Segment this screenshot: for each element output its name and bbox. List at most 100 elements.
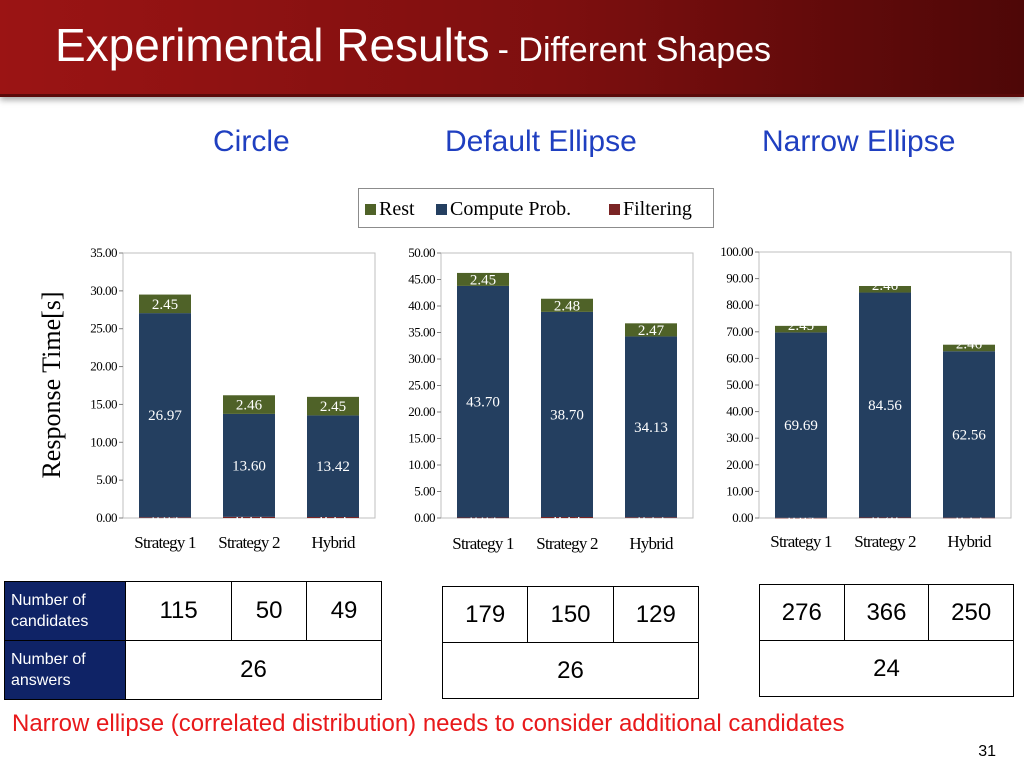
- narrow-ellipse-y-tick-label: 100.00: [720, 244, 753, 259]
- narrow-ellipse-y-tick-label: 30.00: [726, 430, 753, 445]
- narrow-ellipse-y-tick-label: 90.00: [726, 271, 753, 286]
- conclusion-note: Narrow ellipse (correlated distribution)…: [12, 710, 845, 737]
- narrow-ellipse-bar-compute-prob: [943, 351, 995, 518]
- narrow-ellipse-bar-compute-prob: [859, 292, 911, 518]
- title-bar: Experimental Results - Different Shapes: [0, 0, 1024, 97]
- circle-y-tick-label: 25.00: [90, 321, 117, 336]
- narrow-ellipse-category-label: Strategy 2: [854, 532, 916, 551]
- circle-y-tick-label: 15.00: [90, 396, 117, 411]
- circle-data-label-compute-prob: 13.60: [232, 458, 266, 474]
- narrow-ellipse-data-label-rest: 2.46: [956, 337, 983, 353]
- circle-candidates-strategy1: 115: [124, 581, 233, 641]
- default-ellipse-bar-rest: [625, 323, 677, 337]
- default-ellipse-data-label-compute-prob: 38.70: [550, 407, 584, 423]
- default-ellipse-answers: 26: [442, 642, 699, 699]
- legend-label-filtering: Filtering: [623, 198, 692, 220]
- circle-answers: 26: [125, 640, 382, 700]
- circle-bar-filtering: [307, 517, 359, 518]
- default-ellipse-y-tick-label: 45.00: [408, 272, 435, 287]
- narrow-ellipse-y-tick-label: 80.00: [726, 297, 753, 312]
- default-ellipse-data-label-compute-prob: 34.13: [634, 420, 668, 436]
- default-ellipse-bar-compute-prob: [625, 336, 677, 518]
- narrow-ellipse-answers: 24: [759, 640, 1014, 697]
- default-ellipse-bar-compute-prob: [457, 285, 509, 518]
- circle-data-label-rest: 2.46: [236, 398, 263, 414]
- chart-title-circle: Circle: [213, 125, 290, 158]
- circle-candidates-hybrid: 49: [306, 581, 382, 641]
- narrow-ellipse-candidates-hybrid: 250: [928, 584, 1014, 641]
- legend-swatch-compute-prob: [436, 204, 447, 215]
- narrow-ellipse-bar-filtering: [775, 517, 827, 519]
- circle-bar-rest: [307, 396, 359, 416]
- circle-data-label-compute-prob: 13.42: [316, 459, 350, 475]
- default-ellipse-candidates-strategy1: 179: [441, 586, 529, 643]
- default-ellipse-y-tick-label: 5.00: [414, 484, 435, 499]
- default-ellipse-y-tick-label: 10.00: [408, 457, 435, 472]
- chart-title-default-ellipse: Default Ellipse: [445, 125, 637, 158]
- circle-bar-rest: [139, 294, 191, 314]
- narrow-ellipse-y-tick-label: 70.00: [726, 324, 753, 339]
- chart-title-narrow-ellipse: Narrow Ellipse: [762, 125, 956, 158]
- page-number: 31: [978, 743, 996, 760]
- narrow-ellipse-data-label-compute-prob: 62.56: [952, 427, 986, 443]
- default-ellipse-category-label: Hybrid: [629, 534, 674, 553]
- circle-bar-compute-prob: [223, 413, 275, 517]
- default-ellipse-candidates-strategy2: 150: [527, 586, 614, 643]
- narrow-ellipse-y-tick-label: 10.00: [726, 483, 753, 498]
- narrow-ellipse-bar-filtering: [943, 517, 995, 519]
- default-ellipse-stats-table: 179 150 129 26: [441, 586, 700, 699]
- circle-candidates-strategy2: 50: [231, 581, 308, 641]
- circle-bar-rest: [223, 395, 275, 414]
- circle-bar-filtering: [223, 516, 275, 518]
- circle-category-label: Strategy 1: [134, 533, 196, 552]
- circle-data-label-compute-prob: 26.97: [148, 408, 182, 424]
- row-label-candidates: Number of candidates: [4, 581, 126, 641]
- default-ellipse-data-label-rest: 2.48: [554, 298, 580, 314]
- default-ellipse-category-label: Strategy 1: [452, 534, 514, 553]
- legend-item-rest: Rest: [365, 198, 415, 221]
- narrow-ellipse-bar-rest: [943, 344, 995, 352]
- narrow-ellipse-category-label: Strategy 1: [770, 532, 832, 551]
- circle-stats-table: Number of candidates 115 50 49 Number of…: [4, 581, 382, 700]
- circle-y-tick-label: 10.00: [90, 434, 117, 449]
- circle-category-label: Hybrid: [311, 533, 356, 552]
- narrow-ellipse-bar-compute-prob: [775, 332, 827, 518]
- narrow-ellipse-y-tick-label: 40.00: [726, 404, 753, 419]
- default-ellipse-y-tick-label: 25.00: [408, 378, 435, 393]
- circle-data-label-rest: 2.45: [320, 399, 346, 415]
- default-ellipse-bar-filtering: [457, 517, 509, 519]
- legend-swatch-rest: [365, 204, 376, 215]
- legend-label-compute-prob: Compute Prob.: [450, 198, 572, 220]
- chart-legend: Rest Compute Prob. Filtering: [358, 188, 714, 228]
- default-ellipse-category-label: Strategy 2: [536, 534, 598, 553]
- default-ellipse-y-tick-label: 0.00: [414, 510, 435, 525]
- circle-y-tick-label: 35.00: [90, 245, 117, 260]
- default-ellipse-bar-filtering: [541, 516, 593, 518]
- narrow-ellipse-y-tick-label: 20.00: [726, 457, 753, 472]
- narrow-ellipse-bar-rest: [775, 325, 827, 333]
- circle-y-tick-label: 30.00: [90, 283, 117, 298]
- narrow-ellipse-data-label-rest: 2.46: [872, 278, 899, 294]
- slide-title: Experimental Results - Different Shapes: [55, 18, 771, 72]
- narrow-ellipse-bar-rest: [859, 285, 911, 293]
- legend-label-rest: Rest: [379, 198, 415, 220]
- default-ellipse-candidates-hybrid: 129: [612, 586, 700, 643]
- narrow-ellipse-y-tick-label: 0.00: [732, 510, 753, 525]
- default-ellipse-y-tick-label: 40.00: [408, 298, 435, 313]
- narrow-ellipse-data-label-compute-prob: 84.56: [868, 398, 902, 414]
- circle-bar-compute-prob: [307, 415, 359, 518]
- default-ellipse-y-tick-label: 15.00: [408, 431, 435, 446]
- slide-title-sub: - Different Shapes: [497, 31, 772, 69]
- row-label-answers: Number of answers: [4, 640, 126, 700]
- default-ellipse-bar-rest: [457, 272, 509, 286]
- circle-y-tick-label: 20.00: [90, 359, 117, 374]
- narrow-ellipse-candidates-strategy1: 276: [759, 584, 845, 641]
- default-ellipse-y-tick-label: 35.00: [408, 325, 435, 340]
- default-ellipse-data-label-compute-prob: 43.70: [466, 395, 500, 411]
- narrow-ellipse-data-label-compute-prob: 69.69: [784, 418, 818, 434]
- narrow-ellipse-bar-filtering: [859, 517, 911, 519]
- circle-category-label: Strategy 2: [218, 533, 280, 552]
- default-ellipse-bar-filtering: [625, 517, 677, 518]
- circle-bar-filtering: [139, 517, 191, 518]
- default-ellipse-y-tick-label: 50.00: [408, 245, 435, 260]
